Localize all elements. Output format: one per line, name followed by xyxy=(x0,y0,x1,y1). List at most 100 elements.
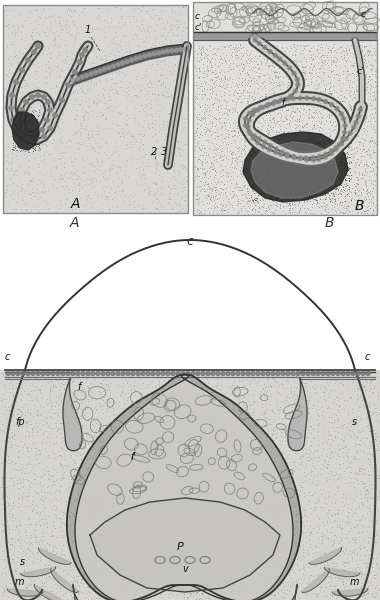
Point xyxy=(20,488,26,497)
Point xyxy=(136,532,142,541)
Point xyxy=(180,40,186,49)
Point xyxy=(275,510,281,520)
Point xyxy=(109,397,116,407)
Point xyxy=(370,198,376,208)
Point xyxy=(137,391,143,401)
Point xyxy=(93,481,100,491)
Point xyxy=(319,535,325,545)
Point xyxy=(197,571,203,581)
Point xyxy=(331,538,337,548)
Point xyxy=(272,59,278,69)
Point xyxy=(323,155,329,164)
Point xyxy=(242,536,248,546)
Point xyxy=(214,585,220,595)
Point xyxy=(316,184,322,193)
Point xyxy=(255,511,261,520)
Point xyxy=(287,177,293,187)
Polygon shape xyxy=(65,585,127,600)
Point xyxy=(282,448,288,458)
Point xyxy=(4,491,10,501)
Point xyxy=(344,116,350,125)
Point xyxy=(73,547,79,557)
Point xyxy=(125,381,131,391)
Point xyxy=(246,154,252,164)
Point xyxy=(299,62,305,71)
Point xyxy=(252,92,258,102)
Point xyxy=(276,526,282,536)
Point xyxy=(204,179,210,189)
Point xyxy=(194,570,200,580)
Point xyxy=(169,419,175,428)
Point xyxy=(253,115,260,125)
Point xyxy=(79,80,85,90)
Point xyxy=(52,549,58,559)
Point xyxy=(291,548,297,557)
Point xyxy=(17,128,23,137)
Point xyxy=(104,517,110,526)
Point xyxy=(20,442,26,452)
Point xyxy=(96,64,102,73)
Point xyxy=(350,478,356,487)
Point xyxy=(94,25,100,34)
Point xyxy=(313,405,319,415)
Point xyxy=(90,498,97,508)
Point xyxy=(243,430,249,440)
Point xyxy=(263,512,269,522)
Point xyxy=(177,34,184,43)
Point xyxy=(194,206,200,216)
Point xyxy=(216,406,222,415)
Point xyxy=(227,471,233,481)
Point xyxy=(119,518,125,528)
Point xyxy=(71,457,77,466)
Point xyxy=(185,517,191,527)
Point xyxy=(97,523,103,533)
Point xyxy=(202,572,208,581)
Point xyxy=(295,582,301,592)
Point xyxy=(38,445,44,454)
Point xyxy=(213,140,219,149)
Point xyxy=(92,574,98,583)
Point xyxy=(106,91,112,101)
Point xyxy=(273,157,279,166)
Point xyxy=(356,137,362,147)
Point xyxy=(303,122,309,131)
Point xyxy=(77,544,83,554)
Point xyxy=(351,73,357,82)
Point xyxy=(216,416,222,425)
Point xyxy=(168,533,174,542)
Point xyxy=(224,105,230,115)
Point xyxy=(42,158,48,168)
Point xyxy=(339,420,345,430)
Point xyxy=(353,539,359,548)
Point xyxy=(97,515,103,524)
Point xyxy=(63,400,70,410)
Point xyxy=(354,201,360,211)
Point xyxy=(59,137,65,146)
Point xyxy=(250,547,256,557)
Point xyxy=(19,411,25,421)
Point xyxy=(372,128,378,137)
Point xyxy=(279,157,285,167)
Point xyxy=(102,104,108,114)
Point xyxy=(372,104,378,113)
Point xyxy=(372,46,378,56)
Point xyxy=(92,175,98,185)
Point xyxy=(154,204,160,214)
Point xyxy=(145,82,151,92)
Point xyxy=(158,63,164,73)
Point xyxy=(311,80,317,90)
Point xyxy=(217,161,223,171)
Point xyxy=(287,467,293,477)
Point xyxy=(335,127,341,136)
Point xyxy=(27,116,33,126)
Point xyxy=(26,49,32,58)
Point xyxy=(15,502,21,511)
Point xyxy=(262,474,268,484)
Point xyxy=(270,140,276,150)
Point xyxy=(257,162,263,172)
Point xyxy=(103,571,109,581)
Point xyxy=(206,127,212,136)
Point xyxy=(345,173,352,183)
Point xyxy=(326,388,332,398)
Point xyxy=(238,430,244,440)
